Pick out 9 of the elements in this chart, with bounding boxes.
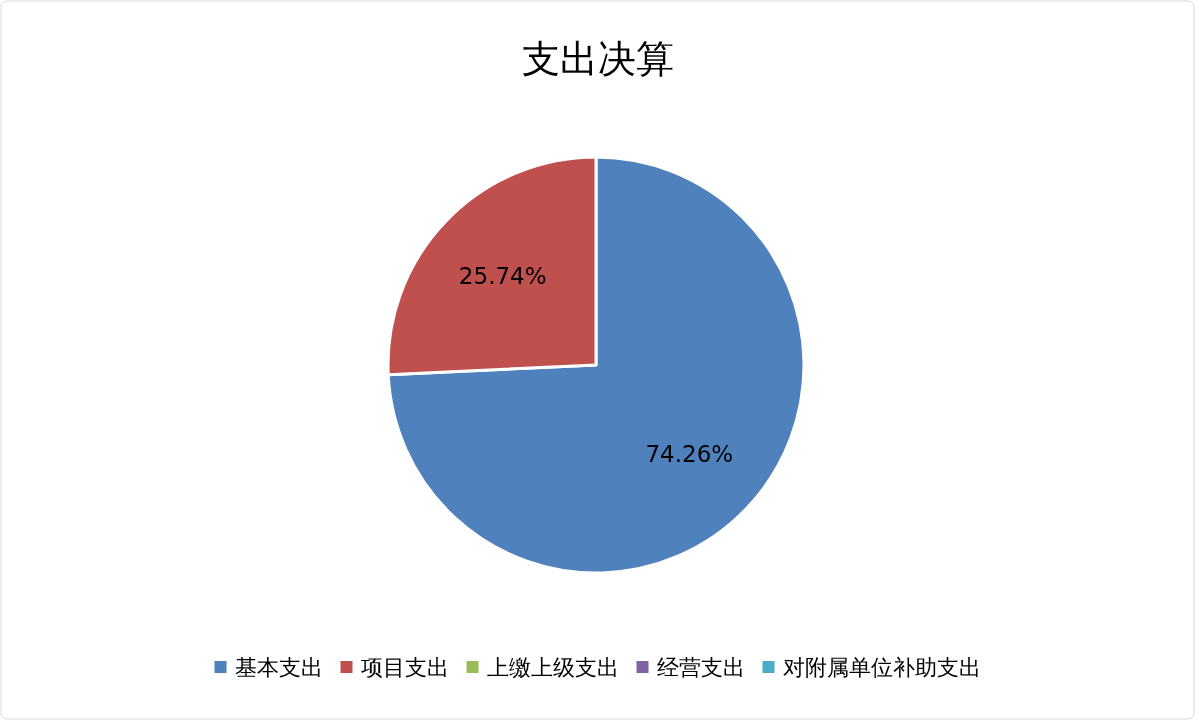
legend-label: 上缴上级支出 bbox=[486, 655, 619, 680]
pie-slice bbox=[386, 155, 806, 575]
chart-title: 支出决算 bbox=[521, 37, 674, 81]
legend-label: 基本支出 bbox=[234, 655, 323, 680]
legend-label: 对附属单位补助支出 bbox=[782, 655, 981, 680]
data-label: 25.74% bbox=[458, 262, 547, 289]
legend-label: 项目支出 bbox=[360, 655, 449, 680]
data-label: 74.26% bbox=[645, 441, 734, 468]
legend-label: 经营支出 bbox=[656, 655, 745, 680]
